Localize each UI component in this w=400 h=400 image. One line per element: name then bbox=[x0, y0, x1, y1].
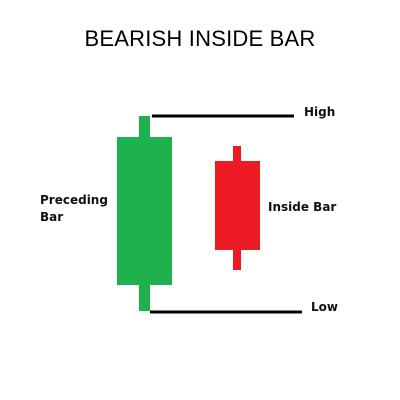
preceding-bar-label-line1: Preceding bbox=[40, 193, 108, 207]
diagram-title: BEARISH INSIDE BAR bbox=[84, 26, 316, 51]
preceding-bar bbox=[117, 116, 172, 311]
inside-bar-body bbox=[215, 161, 260, 250]
inside-bar-lower-wick bbox=[233, 249, 241, 270]
preceding-bar-upper-wick bbox=[139, 116, 150, 138]
inside-bar bbox=[215, 146, 260, 270]
preceding-bar-body bbox=[117, 137, 172, 285]
preceding-bar-label-line2: Bar bbox=[40, 210, 64, 224]
high-label: High bbox=[304, 105, 336, 119]
preceding-bar-lower-wick bbox=[139, 284, 150, 311]
inside-bar-label: Inside Bar bbox=[268, 200, 337, 214]
preceding-bar-label: Preceding Bar bbox=[40, 192, 108, 226]
low-label: Low bbox=[311, 300, 338, 314]
inside-bar-upper-wick bbox=[233, 146, 241, 162]
